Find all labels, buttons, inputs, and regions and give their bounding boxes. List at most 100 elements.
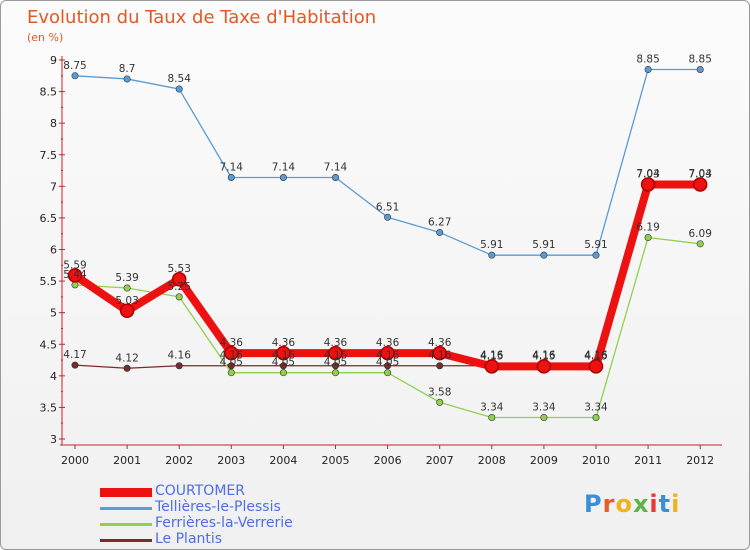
y-tick-label: 3 <box>50 433 57 446</box>
data-label: 4.05 <box>376 357 399 369</box>
data-point <box>644 65 652 73</box>
legend-label: COURTOMER <box>155 483 245 499</box>
legend-label: Le Plantis <box>155 531 223 547</box>
data-point <box>175 85 183 93</box>
data-point <box>540 414 548 422</box>
chart-subtitle: (en %) <box>27 31 64 44</box>
data-point <box>432 345 447 361</box>
data-point <box>588 359 604 374</box>
series-line-2 <box>74 68 701 256</box>
data-point <box>331 369 339 377</box>
data-label: 3.34 <box>480 402 504 414</box>
data-label: 7.04 <box>689 168 713 180</box>
data-point <box>227 173 235 181</box>
y-tick-label: 8.5 <box>40 86 58 99</box>
data-label: 4.05 <box>324 357 347 369</box>
data-label: 5.91 <box>532 239 555 251</box>
data-point <box>328 345 343 361</box>
data-point <box>436 228 444 236</box>
data-label: 4.15 <box>480 350 503 362</box>
y-tick-label: 8 <box>50 117 57 130</box>
x-tick-label: 2007 <box>426 454 454 467</box>
data-label: 4.16 <box>584 350 608 362</box>
data-point <box>171 271 187 287</box>
y-tick-label: 5 <box>50 307 57 320</box>
data-point <box>67 268 83 283</box>
data-label: 7.14 <box>220 161 244 173</box>
data-point <box>276 345 291 361</box>
data-label: 5.91 <box>584 239 607 251</box>
data-point <box>436 362 444 370</box>
x-tick-label: 2001 <box>113 454 141 467</box>
data-label: 4.16 <box>532 350 556 362</box>
data-point <box>540 251 548 259</box>
legend-swatch <box>100 539 152 542</box>
data-label: 7.03 <box>636 168 659 180</box>
y-tick-label: 4 <box>50 370 57 383</box>
data-label: 7.04 <box>636 168 660 180</box>
data-point <box>488 251 496 259</box>
data-label: 4.36 <box>428 337 452 349</box>
y-tick-label: 7 <box>50 180 57 193</box>
data-point <box>484 359 500 374</box>
data-point <box>227 369 235 377</box>
data-point <box>175 293 183 301</box>
x-tick-label: 2005 <box>322 454 350 467</box>
data-label: 7.14 <box>324 161 348 173</box>
data-point <box>279 173 287 181</box>
data-point <box>696 240 704 248</box>
data-point <box>384 362 392 370</box>
x-tick-label: 2012 <box>686 454 714 467</box>
data-label: 5.25 <box>168 281 191 293</box>
x-tick-label: 2009 <box>530 454 558 467</box>
data-label: 8.85 <box>636 53 659 65</box>
data-label: 6.27 <box>428 216 451 228</box>
data-label: 4.05 <box>272 357 295 369</box>
data-label: 4.12 <box>115 352 138 364</box>
data-label: 5.44 <box>63 269 87 281</box>
data-label: 4.16 <box>168 350 192 362</box>
data-point <box>123 75 131 83</box>
x-tick-label: 2003 <box>217 454 245 467</box>
data-point <box>123 364 131 372</box>
data-point <box>279 369 287 377</box>
data-label: 6.51 <box>376 201 399 213</box>
y-tick-label: 6 <box>50 244 57 257</box>
legend-swatch <box>100 488 152 497</box>
data-label: 4.17 <box>63 349 86 361</box>
data-label: 4.36 <box>220 337 244 349</box>
legend-label: Tellières-le-Plessis <box>155 499 281 515</box>
data-point <box>119 303 135 319</box>
data-label: 3.34 <box>584 402 608 414</box>
data-point <box>279 362 287 370</box>
y-tick-label: 5.5 <box>40 275 58 288</box>
data-label: 4.16 <box>324 350 348 362</box>
data-label: 5.91 <box>480 239 503 251</box>
data-label: 8.85 <box>689 53 712 65</box>
x-tick-label: 2002 <box>165 454 193 467</box>
y-tick-label: 6.5 <box>40 212 58 225</box>
y-tick-label: 7.5 <box>40 149 58 162</box>
legend-swatch <box>100 507 152 510</box>
data-point <box>644 233 652 241</box>
data-point <box>224 345 239 361</box>
x-tick-label: 2010 <box>582 454 610 467</box>
data-label: 7.14 <box>272 161 296 173</box>
data-point <box>640 177 656 192</box>
proxiti-logo: Proxiti <box>584 490 681 518</box>
data-label: 4.16 <box>376 350 400 362</box>
data-label: 4.36 <box>376 337 400 349</box>
data-point <box>380 345 395 361</box>
data-label: 4.16 <box>428 350 452 362</box>
data-label: 4.16 <box>272 350 296 362</box>
data-label: 5.03 <box>115 295 138 307</box>
data-label: 7.03 <box>689 168 712 180</box>
y-tick-label: 9 <box>50 54 57 67</box>
legend-swatch <box>100 523 152 526</box>
data-label: 8.75 <box>63 60 86 72</box>
data-label: 5.39 <box>115 272 138 284</box>
data-point <box>71 361 79 369</box>
y-tick-label: 3.5 <box>40 401 58 414</box>
data-point <box>488 414 496 422</box>
